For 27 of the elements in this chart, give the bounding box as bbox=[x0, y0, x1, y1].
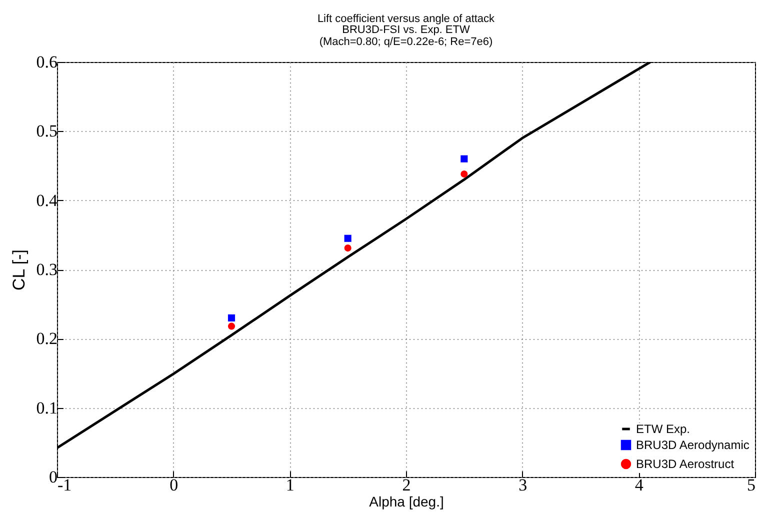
text: BRU3D-FSI vs. Exp. ETW bbox=[342, 24, 470, 36]
legend-label: BRU3D Aerostruct bbox=[636, 457, 735, 471]
y-tick-label: 0.4 bbox=[36, 190, 58, 210]
text: (Mach=0.80; q/E=0.22e-6; Re=7e6) bbox=[319, 36, 493, 48]
x-tick-label: 5 bbox=[747, 476, 756, 494]
x-tick-label: 1 bbox=[286, 476, 294, 494]
y-tick-label: 0.1 bbox=[36, 398, 58, 418]
y-tick-label: 0.5 bbox=[36, 122, 58, 141]
x-tick-label: 2 bbox=[402, 476, 411, 494]
x-tick-label: -1 bbox=[58, 476, 72, 494]
legend-label: ETW Exp. bbox=[636, 422, 690, 436]
x-axis-title: Alpha [deg.] bbox=[369, 494, 444, 510]
chart-title: Lift coefficient versus angle of attack bbox=[317, 13, 496, 25]
point bbox=[344, 244, 352, 252]
x-tick-label: 0 bbox=[170, 476, 178, 494]
x-tick-label: 4 bbox=[634, 476, 644, 494]
point bbox=[228, 314, 236, 322]
y-axis-title: CL [-] bbox=[9, 250, 28, 290]
point bbox=[460, 170, 468, 178]
legend-label: BRU3D Aerodynamic bbox=[636, 438, 750, 452]
point bbox=[344, 234, 352, 242]
x-tick-label: 3 bbox=[518, 476, 528, 494]
point bbox=[460, 155, 468, 162]
y-tick-label: 0.2 bbox=[36, 329, 58, 348]
y-tick-label: 0.6 bbox=[36, 52, 58, 72]
point bbox=[228, 322, 236, 330]
y-tick-label: 0.3 bbox=[36, 260, 58, 279]
